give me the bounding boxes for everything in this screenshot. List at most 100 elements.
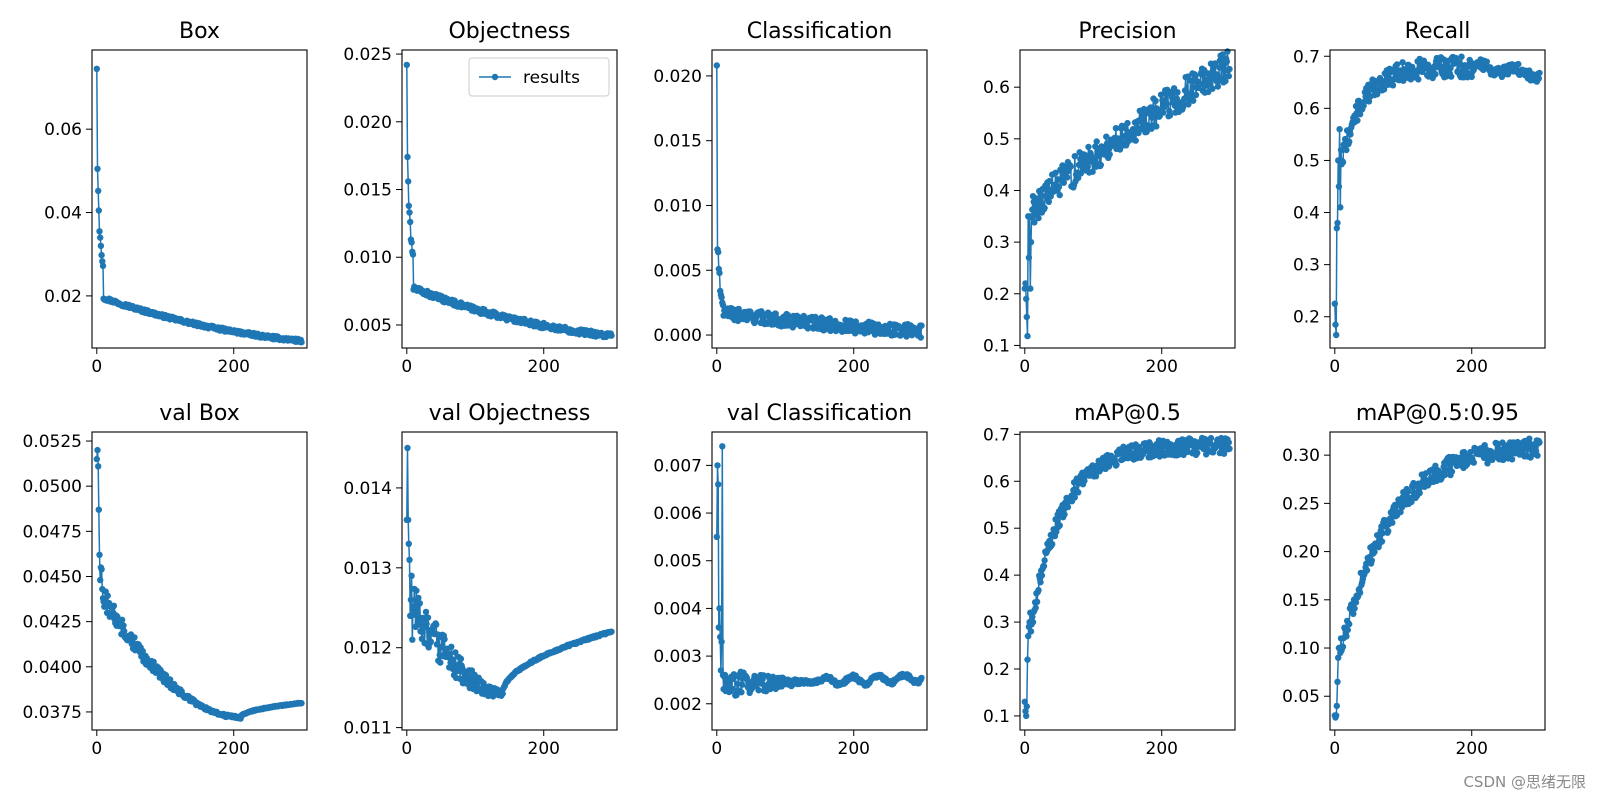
data-point: [1045, 198, 1053, 205]
data-point: [1040, 562, 1048, 570]
y-tick-label: 0.6: [983, 78, 1010, 98]
data-point: [1441, 471, 1449, 479]
axes-frame: [91, 49, 308, 349]
data-point: [772, 310, 779, 317]
data-point: [118, 616, 126, 623]
data-point: [1346, 138, 1353, 145]
data-point: [1166, 112, 1174, 119]
data-point: [608, 628, 615, 635]
data-point: [1214, 83, 1222, 90]
y-tick-label: 0.3: [983, 233, 1010, 253]
data-point: [1211, 60, 1219, 67]
data-point: [713, 62, 720, 69]
data-point: [1113, 461, 1120, 468]
series-markers: [713, 62, 925, 341]
data-point: [1152, 97, 1159, 105]
data-point: [1343, 146, 1350, 154]
data-point: [120, 622, 127, 629]
axes-frame: [711, 49, 928, 349]
x-tick-label: 0: [1329, 357, 1340, 377]
axes-frame: [1329, 431, 1546, 731]
data-point: [1468, 73, 1475, 81]
data-point: [1448, 73, 1455, 80]
data-point: [1331, 300, 1339, 307]
axes-frame: [91, 431, 308, 731]
data-point: [1447, 64, 1454, 72]
data-point: [1052, 169, 1059, 176]
data-point: [95, 463, 102, 470]
data-point: [104, 592, 111, 599]
data-point: [1352, 599, 1360, 606]
y-tick-label: 0.15: [1282, 591, 1320, 611]
data-point: [1526, 435, 1533, 442]
data-point: [1031, 219, 1038, 226]
data-point: [1226, 445, 1233, 452]
data-point: [407, 596, 415, 603]
data-point: [409, 251, 417, 258]
x-tick-label: 0: [401, 357, 412, 377]
data-point: [1103, 133, 1110, 140]
subplot-val_box: val Box 0 200 0.0375 0.0400 0.0425 0.0450 0.047…: [23, 401, 308, 759]
data-point: [1416, 489, 1423, 497]
data-point: [1089, 168, 1096, 175]
data-point: [1075, 489, 1082, 496]
data-point: [1064, 174, 1071, 181]
subplot-objectness: Objectness 0 200 0.005 0.010 0.015 0.020 0.025 r…: [343, 19, 618, 377]
axes-frame: [1019, 431, 1236, 731]
data-point: [716, 605, 723, 612]
y-tick-label: 0.015: [343, 181, 392, 201]
subplot-map50: mAP@0.5 0 200 0.1 0.2 0.3 0.4 0.5 0.6 0.7: [983, 401, 1236, 759]
data-point: [95, 207, 103, 214]
data-point: [1024, 656, 1031, 663]
data-point: [1336, 126, 1343, 133]
data-point: [1056, 191, 1063, 199]
data-point: [1196, 80, 1204, 88]
data-point: [1354, 117, 1361, 124]
data-point: [1347, 131, 1354, 138]
data-point: [1356, 111, 1364, 118]
series-markers: [1021, 48, 1233, 340]
data-point: [718, 294, 725, 301]
data-point: [1337, 204, 1344, 211]
data-point: [452, 649, 459, 656]
data-point: [94, 165, 101, 172]
data-point: [719, 302, 727, 309]
data-point: [1214, 71, 1221, 78]
series-markers: [713, 443, 925, 699]
data-point: [150, 658, 157, 665]
data-point: [1061, 511, 1068, 518]
data-point: [1226, 65, 1233, 73]
x-tick-label: 0: [1329, 739, 1340, 759]
series-line: [1024, 437, 1231, 717]
data-point: [1397, 508, 1404, 516]
x-tick-label: 200: [838, 739, 870, 759]
data-point: [1025, 254, 1033, 261]
y-tick-label: 0.4: [983, 181, 1010, 201]
y-tick-label: 0.007: [653, 456, 702, 476]
data-point: [728, 685, 736, 692]
y-tick-label: 0.5: [1293, 151, 1320, 171]
y-tick-label: 0.011: [343, 719, 392, 739]
y-tick-label: 0.1: [983, 707, 1010, 727]
axes-frame: [711, 431, 928, 731]
data-point: [1361, 98, 1368, 106]
data-point: [1432, 71, 1439, 78]
data-point: [1225, 72, 1233, 80]
data-point: [423, 620, 430, 628]
y-tick-label: 0.010: [653, 196, 702, 216]
data-point: [405, 516, 412, 524]
data-point: [1437, 62, 1444, 70]
data-point: [1035, 214, 1042, 222]
data-point: [427, 638, 434, 645]
y-tick-label: 0.2: [983, 660, 1010, 680]
data-point: [93, 65, 101, 73]
data-point: [714, 462, 721, 469]
y-tick-label: 0.06: [44, 120, 82, 140]
x-tick-label: 0: [711, 357, 722, 377]
subplot-title: Classification: [747, 19, 893, 44]
subplot-title: Box: [179, 19, 220, 44]
y-tick-label: 0.006: [653, 504, 702, 524]
y-tick-label: 0.004: [653, 599, 702, 619]
data-point: [1192, 73, 1199, 80]
data-point: [1053, 516, 1061, 523]
